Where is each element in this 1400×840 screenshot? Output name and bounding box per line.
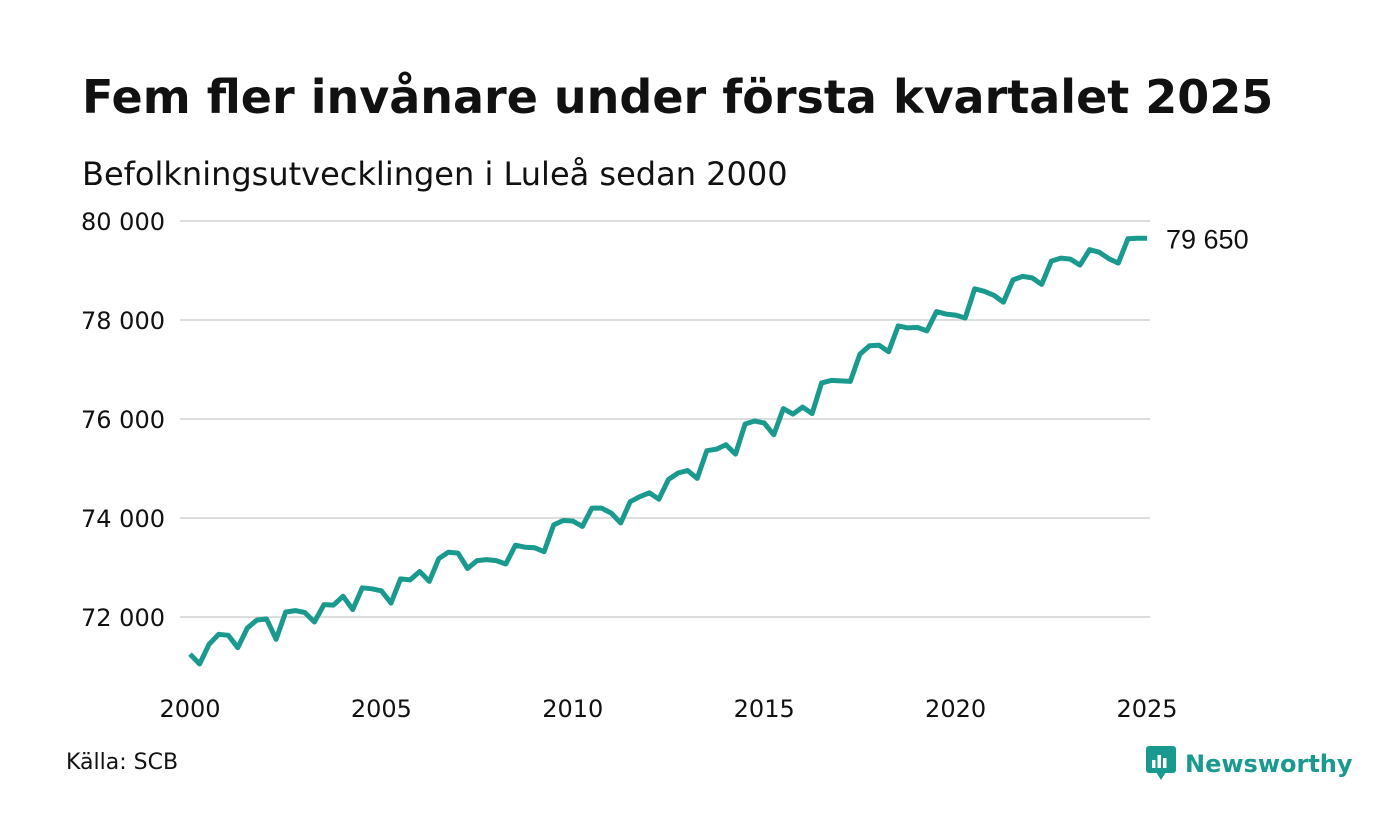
x-tick-label: 2025: [1116, 695, 1177, 723]
brand-name: Newsworthy: [1185, 750, 1353, 778]
series-line: [188, 235, 1147, 667]
x-tick-label: 2005: [351, 695, 412, 723]
end-label-layer: 79 650: [1166, 224, 1249, 254]
bar-chart-speech-bubble-icon: [1146, 746, 1176, 780]
y-tick-label: 72 000: [81, 604, 165, 632]
x-tick-label: 2000: [159, 695, 220, 723]
end-value-label: 79 650: [1166, 224, 1249, 254]
x-tick-label: 2010: [542, 695, 603, 723]
series-layer: [188, 235, 1147, 667]
x-tick-label: 2015: [734, 695, 795, 723]
brand-logo[interactable]: Newsworthy: [1146, 744, 1353, 784]
y-tick-label: 76 000: [81, 406, 165, 434]
x-tick-label: 2020: [925, 695, 986, 723]
chart-subtitle: Befolkningsutvecklingen i Luleå sedan 20…: [82, 155, 788, 193]
y-tick-label: 80 000: [81, 208, 165, 236]
x-axis-ticks: 2000 2005 2010 2015 2020 2025: [159, 695, 1177, 723]
y-tick-label: 74 000: [81, 505, 165, 533]
grid-lines: [180, 220, 1150, 618]
y-axis-ticks: 72 000 74 000 76 000 78 000 80 000: [81, 208, 165, 632]
chart-title: Fem fler invånare under första kvartalet…: [82, 70, 1274, 124]
source-note: Källa: SCB: [66, 750, 179, 775]
y-tick-label: 78 000: [81, 307, 165, 335]
